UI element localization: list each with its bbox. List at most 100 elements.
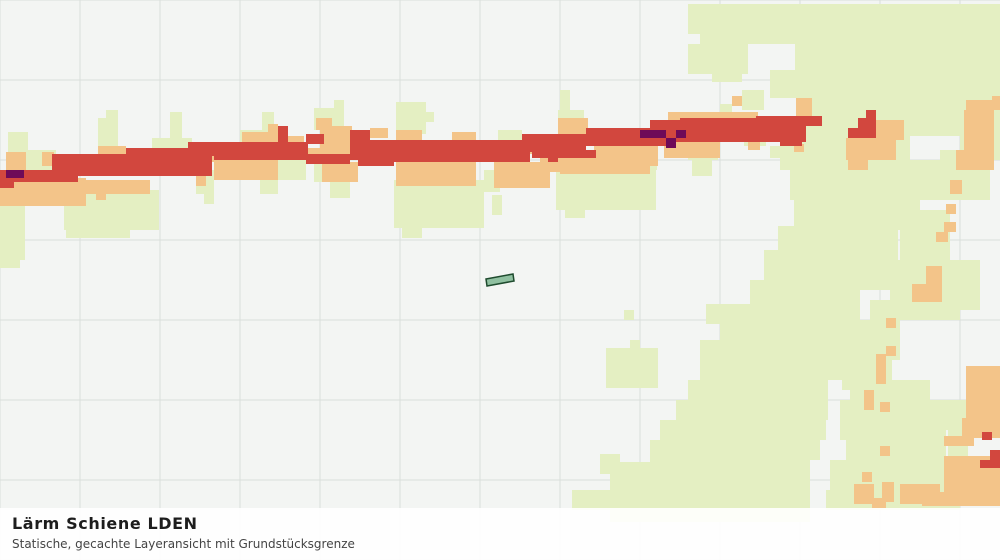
noise-cell-high [306,134,324,144]
noise-cell-mid [322,162,358,182]
noise-cell-low [692,156,712,176]
noise-cell-low [334,100,344,112]
noise-cell-mid [886,346,896,356]
noise-cell-mid [862,472,872,482]
noise-cell-low [260,176,278,194]
noise-cell-high [0,178,14,188]
noise-cell-low [688,4,1000,34]
noise-cell-low [706,304,766,324]
noise-cell-high [780,126,802,146]
noise-cell-mid [196,176,206,186]
noise-cell-low [565,206,585,218]
noise-cell-high [532,150,596,158]
noise-cell-high [522,134,586,152]
noise-cell-high [990,450,1000,468]
noise-cell-mid [926,266,942,286]
noise-cell-low [556,170,656,210]
noise-cell-mid [944,436,974,446]
noise-cell-mid [268,124,278,134]
noise-cell-low [750,280,860,320]
noise-cell-high [548,150,558,162]
noise-cell-mid [96,188,106,200]
noise-cell-low [170,112,182,138]
noise-cell-low [0,240,20,268]
noise-cell-mid [370,128,388,138]
noise-cell-mid [900,484,940,504]
noise-cell-low [712,70,742,82]
noise-cell-mid [594,146,658,166]
noise-cell-mid [992,96,1000,106]
noise-cell-low [700,34,1000,44]
noise-cell-low [720,104,732,114]
noise-cell-high [360,140,530,162]
noise-cell-high [858,118,876,138]
noise-cell-mid [306,148,350,158]
noise-cell-mid [876,120,904,140]
noise-cell-mid [748,142,760,150]
noise-cell-mid [966,100,1000,110]
noise-cell-high [680,118,760,130]
noise-cell-mid [864,390,874,410]
noise-cell-low [66,226,130,238]
noise-cell-high [756,116,822,126]
noise-cell-high [52,154,212,176]
noise-cell-mid [242,132,278,144]
noise-cell-low [572,490,772,510]
parcel-boundary[interactable] [485,273,515,287]
noise-cell-mid [794,144,804,152]
noise-zone-very-high [6,130,686,178]
noise-cell-very-high [666,138,676,148]
noise-cell-low [204,190,214,204]
noise-cell-mid [886,318,896,328]
noise-cell-low [770,146,800,158]
noise-cell-mid [796,98,812,116]
layer-info-panel: Lärm Schiene LDEN Statische, gecachte La… [0,508,1000,560]
noise-cell-mid [854,484,874,504]
noise-cell-mid [880,446,890,456]
layer-subtitle: Statische, gecachte Layeransicht mit Gru… [12,537,355,551]
noise-cell-mid [962,418,1000,438]
noise-cell-mid [922,492,1000,506]
noise-cell-low [402,226,422,238]
noise-cell-mid [396,130,422,140]
noise-cell-mid [882,482,894,502]
noise-cell-high [982,432,992,440]
noise-cell-low [870,300,910,320]
noise-cell-high [358,158,394,166]
layer-title: Lärm Schiene LDEN [12,514,198,533]
noise-cell-low [492,195,502,215]
noise-cell-very-high [640,130,666,138]
noise-cell-mid [320,126,352,150]
noise-cell-mid [880,402,890,412]
noise-cell-low [396,102,426,134]
noise-cell-very-high [676,130,686,138]
noise-cell-low [900,300,960,320]
noise-cell-mid [946,204,956,214]
noise-cell-high [126,148,208,158]
noise-cell-mid [950,180,962,194]
noise-cell-mid [944,222,956,232]
noise-cell-very-high [6,170,24,178]
noise-cell-high [866,110,876,120]
noise-cell-mid [956,150,986,170]
noise-cell-low [98,118,118,148]
noise-cell-low [742,90,764,110]
noise-cell-mid [922,294,942,302]
noise-cell-mid [848,160,868,170]
noise-cell-mid [876,354,886,384]
noise-cell-mid [846,138,896,160]
noise-cell-low [394,180,484,228]
noise-cell-low [106,110,118,120]
noise-cell-mid [26,180,150,194]
noise-cell-low [688,44,748,74]
noise-cell-mid [872,498,886,508]
noise-cell-low [700,340,850,380]
noise-cell-mid [452,132,476,142]
noise-cell-mid [664,140,720,158]
noise-cell-low [606,348,658,388]
noise-cell-low [600,454,620,474]
noise-cell-mid [936,232,948,242]
noise-cell-mid [966,366,1000,420]
